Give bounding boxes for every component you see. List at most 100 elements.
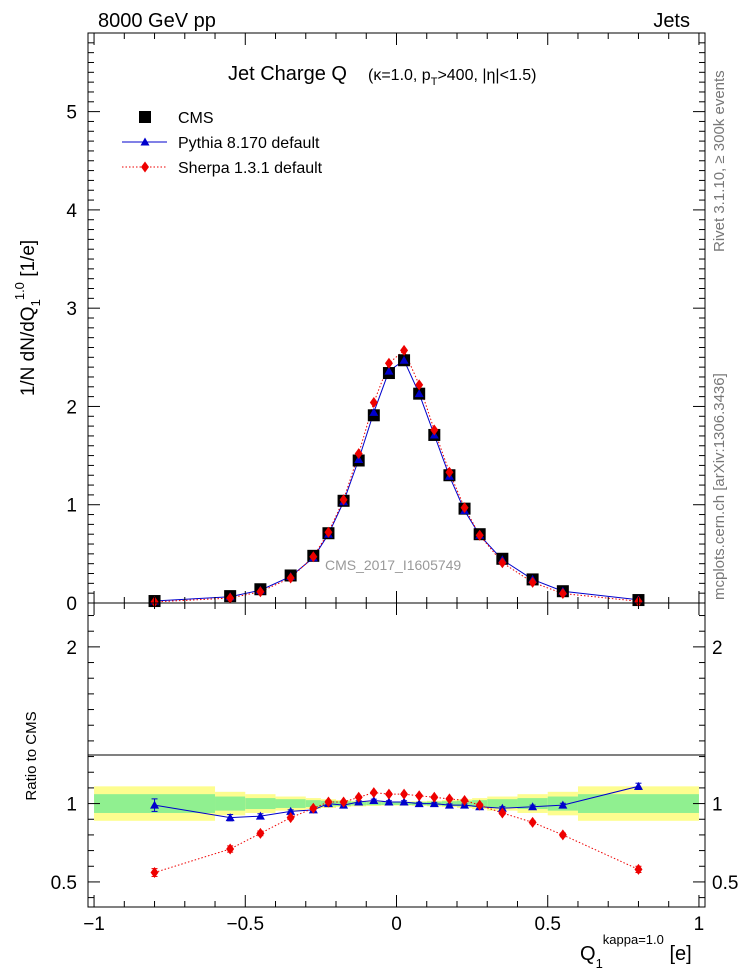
data-point-sherpa xyxy=(256,586,265,598)
y-tick-label: 1 xyxy=(66,795,77,816)
data-point-sherpa xyxy=(226,843,235,855)
data-point-pythia xyxy=(414,799,424,808)
x-tick-label: −1 xyxy=(83,914,105,935)
data-point-pythia xyxy=(399,797,409,806)
y-tick-label: 1 xyxy=(66,496,77,517)
x-tick-label: 0 xyxy=(391,914,402,935)
data-point-pythia xyxy=(225,813,235,822)
y-tick-label: 3 xyxy=(66,299,77,320)
data-point-sherpa xyxy=(430,424,439,436)
x-tick-label: 0.5 xyxy=(535,914,561,935)
data-point-sherpa xyxy=(528,576,537,588)
data-point-pythia xyxy=(286,806,296,815)
data-point-sherpa xyxy=(498,557,507,569)
y-tick-label-right: 2 xyxy=(712,638,723,659)
y-tick-label-right: 1 xyxy=(712,795,723,816)
data-point-pythia xyxy=(429,799,439,808)
plot-title: Jet Charge Q xyxy=(228,63,347,85)
data-point-sherpa xyxy=(430,791,439,803)
data-point-sherpa xyxy=(558,587,567,599)
data-point-sherpa xyxy=(150,867,159,879)
y-tick-label: 0.5 xyxy=(51,873,77,894)
y-tick-label-right: 0.5 xyxy=(712,873,738,894)
data-point-pythia xyxy=(369,795,379,804)
analysis-watermark: CMS_2017_I1605749 xyxy=(325,557,461,573)
data-point-sherpa xyxy=(400,344,409,356)
y-tick-label: 2 xyxy=(66,638,77,659)
uncertainty-band-inner xyxy=(245,798,276,810)
y-tick-label: 0 xyxy=(66,594,77,615)
data-point-sherpa xyxy=(369,787,378,799)
data-point-sherpa xyxy=(339,796,348,808)
data-point-sherpa xyxy=(369,397,378,409)
data-point-sherpa xyxy=(460,794,469,806)
data-point-pythia xyxy=(384,366,394,375)
ratio-line-sherpa xyxy=(154,792,639,874)
data-point-sherpa xyxy=(558,829,567,841)
data-point-pythia xyxy=(255,811,265,820)
data-point-pythia xyxy=(414,389,424,398)
data-point-sherpa xyxy=(286,812,295,824)
plot-title-detail: (κ=1.0, pT>400, |η|<1.5) xyxy=(368,67,537,88)
data-point-pythia xyxy=(369,407,379,416)
data-point-sherpa xyxy=(256,827,265,839)
data-point-pythia xyxy=(633,781,643,790)
data-point-pythia xyxy=(384,797,394,806)
data-point-sherpa xyxy=(309,551,318,563)
data-point-sherpa xyxy=(354,791,363,803)
data-point-sherpa xyxy=(445,793,454,805)
uncertainty-band-inner xyxy=(275,799,306,808)
data-point-pythia xyxy=(558,800,568,809)
data-point-sherpa xyxy=(286,572,295,584)
data-point-sherpa xyxy=(445,466,454,478)
data-point-sherpa xyxy=(324,796,333,808)
data-point-sherpa xyxy=(226,592,235,604)
legend-cms-label: CMS xyxy=(178,110,214,127)
header-process: Jets xyxy=(653,10,690,32)
data-point-sherpa xyxy=(415,379,424,391)
data-point-sherpa xyxy=(528,816,537,828)
uncertainty-band-inner xyxy=(577,794,699,813)
data-point-sherpa xyxy=(384,357,393,369)
data-point-sherpa xyxy=(475,799,484,811)
data-point-sherpa xyxy=(354,448,363,460)
data-point-pythia xyxy=(444,800,454,809)
y-tick-label: 2 xyxy=(66,397,77,418)
x-axis-label: Q1kappa=1.0 [e] xyxy=(580,932,692,971)
data-point-sherpa xyxy=(475,529,484,541)
data-point-sherpa xyxy=(498,807,507,819)
ratio-y-axis-label: Ratio to CMS xyxy=(23,711,40,800)
data-point-sherpa xyxy=(339,494,348,506)
x-tick-label: −0.5 xyxy=(227,914,265,935)
uncertainty-band-inner xyxy=(215,796,246,811)
legend-cms-marker xyxy=(139,111,151,123)
legend-sherpa-marker xyxy=(141,161,149,173)
uncertainty-band-inner xyxy=(487,799,518,808)
mcplots-label: mcplots.cern.ch [arXiv:1306.3436] xyxy=(711,373,728,600)
data-point-pythia xyxy=(399,355,409,364)
data-point-sherpa xyxy=(415,790,424,802)
ratio-line-pythia xyxy=(154,785,639,819)
legend-sherpa-label: Sherpa 1.3.1 default xyxy=(178,160,323,177)
y-tick-label: 5 xyxy=(66,103,77,124)
data-point-pythia xyxy=(528,802,538,811)
data-point-sherpa xyxy=(634,863,643,875)
legend-pythia-marker xyxy=(140,137,150,146)
ratio-plot-panel: −1 −0.5 0 0.5 1 0.5 0.5 1 1 2 2 Ratio to CMS Q1kap… xyxy=(23,602,738,971)
data-point-sherpa xyxy=(324,526,333,538)
x-tick-label: 1 xyxy=(694,914,705,935)
data-point-sherpa xyxy=(400,788,409,800)
main-y-axis-label: 1/N dN/dQ11.0 [1/e] xyxy=(12,240,43,396)
y-tick-label: 4 xyxy=(66,201,77,222)
legend: CMS Pythia 8.170 default Sherpa 1.3.1 de… xyxy=(122,110,323,177)
data-point-sherpa xyxy=(384,788,393,800)
rivet-info-label: Rivet 3.1.10, ≥ 300k events xyxy=(711,70,728,252)
data-point-sherpa xyxy=(309,802,318,814)
series-line-sherpa xyxy=(154,349,639,603)
header-energy: 8000 GeV pp xyxy=(98,10,216,32)
legend-pythia-label: Pythia 8.170 default xyxy=(178,135,320,152)
main-plot-panel: 0 1 2 3 4 5 Jet Charge Q (κ=1.0, pT>400, |η|<… xyxy=(12,32,706,615)
data-point-pythia xyxy=(150,800,160,809)
data-point-sherpa xyxy=(460,502,469,514)
